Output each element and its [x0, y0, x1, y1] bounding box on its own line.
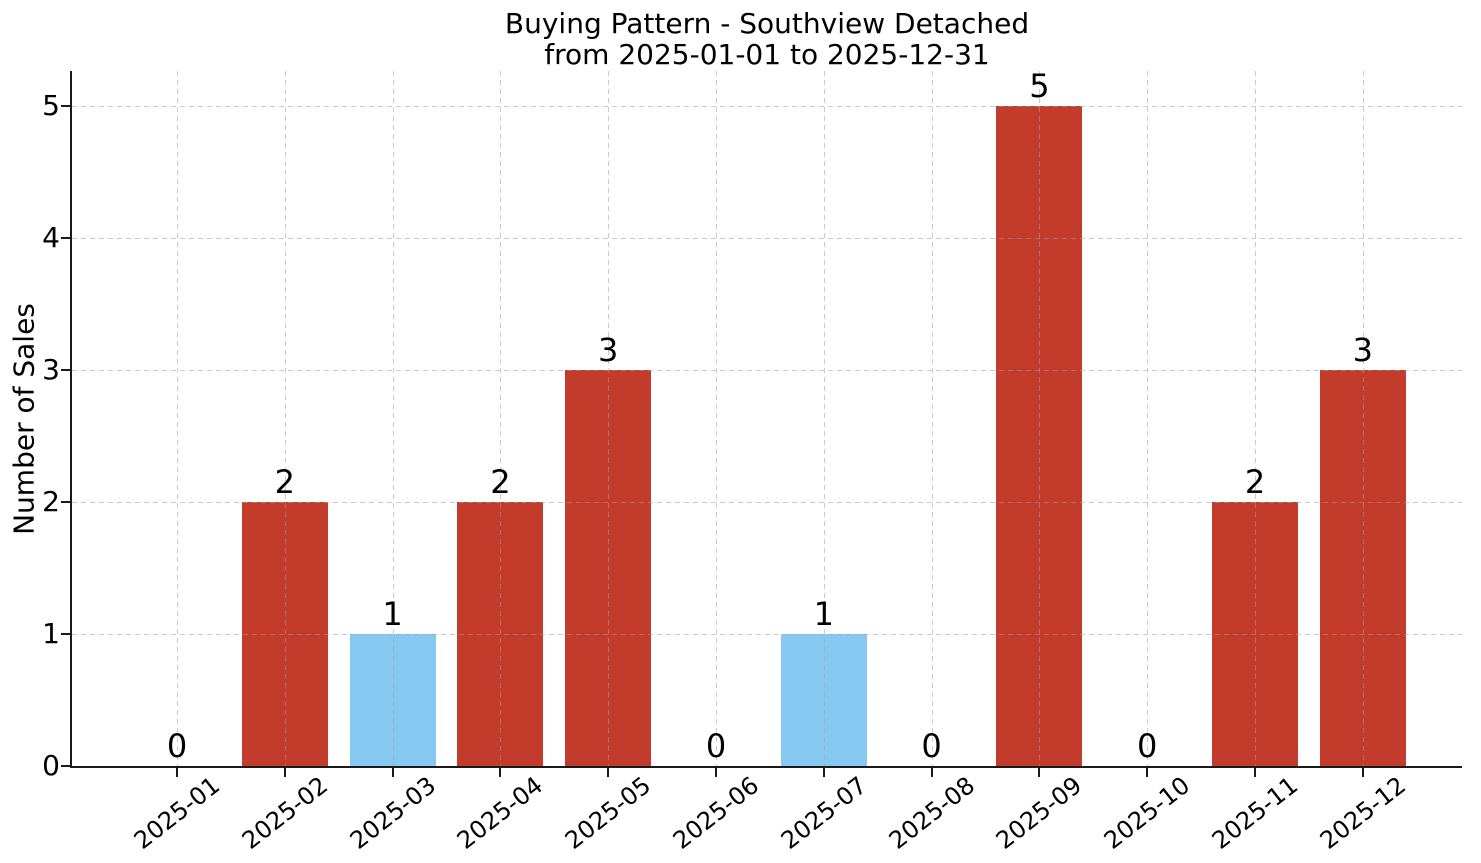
gridline-vertical — [1147, 71, 1149, 766]
y-tick — [61, 765, 70, 767]
bar-value-label: 0 — [1137, 727, 1158, 765]
bar-value-label: 3 — [1352, 331, 1373, 369]
gridline-horizontal — [72, 106, 1462, 107]
gridline-vertical — [284, 71, 286, 766]
x-tick-label: 2025-03 — [344, 771, 441, 855]
y-tick — [61, 237, 70, 239]
gridline-vertical — [392, 71, 394, 766]
y-tick — [61, 105, 70, 107]
x-tick-label: 2025-10 — [1099, 771, 1196, 855]
gridline-horizontal — [72, 370, 1462, 371]
x-tick-label: 2025-06 — [667, 771, 765, 855]
gridline-vertical — [500, 71, 502, 766]
x-axis-spine — [70, 766, 1462, 768]
gridline-vertical — [608, 71, 610, 766]
gridline-horizontal — [72, 634, 1462, 635]
x-tick — [715, 768, 717, 777]
x-tick — [283, 768, 286, 777]
x-tick-label: 2025-09 — [991, 771, 1088, 855]
x-tick — [391, 768, 394, 777]
y-tick-label: 2 — [42, 485, 60, 518]
chart-title: Buying Pattern - Southview Detached from… — [367, 8, 1167, 70]
y-tick-label: 4 — [42, 221, 60, 254]
x-tick — [822, 768, 825, 777]
bar-value-label: 2 — [1244, 463, 1266, 501]
y-tick — [61, 633, 70, 635]
x-tick-label: 2025-02 — [236, 771, 333, 855]
x-tick — [499, 768, 502, 777]
x-tick-label: 2025-04 — [452, 771, 549, 855]
x-tick-label: 2025-12 — [1314, 771, 1411, 855]
bar-value-label: 0 — [921, 727, 942, 765]
gridline-vertical — [823, 71, 825, 766]
bar-value-label: 0 — [705, 727, 727, 765]
bar-value-label: 5 — [1029, 67, 1050, 105]
y-tick-label: 5 — [42, 89, 60, 122]
bar-value-label: 2 — [274, 463, 295, 501]
x-tick — [176, 768, 178, 777]
bar-value-label: 3 — [598, 331, 619, 369]
bar-value-label: 0 — [166, 727, 188, 765]
y-tick — [61, 369, 70, 371]
x-tick — [1038, 768, 1041, 777]
gridline-vertical — [716, 71, 717, 766]
gridline-vertical — [1039, 71, 1041, 766]
x-tick — [1254, 768, 1256, 777]
y-axis-spine — [70, 71, 72, 768]
chart-title-line2: from 2025-01-01 to 2025-12-31 — [544, 38, 990, 71]
x-tick — [1361, 768, 1364, 777]
x-tick — [930, 768, 933, 777]
y-tick-label: 3 — [42, 353, 60, 386]
gridline-vertical — [931, 71, 933, 766]
bar-value-label: 1 — [382, 595, 403, 633]
x-tick-label: 2025-01 — [128, 771, 226, 855]
x-tick-label: 2025-05 — [560, 771, 657, 855]
gridline-vertical — [177, 71, 178, 766]
x-tick — [1146, 768, 1149, 777]
x-tick-label: 2025-07 — [775, 771, 872, 855]
y-tick — [61, 501, 70, 503]
bar-value-label: 2 — [490, 463, 511, 501]
y-tick-label: 1 — [42, 617, 60, 650]
x-tick — [607, 768, 610, 777]
gridline-vertical — [1362, 71, 1364, 766]
gridline-horizontal — [72, 502, 1462, 503]
bar-value-label: 1 — [813, 595, 834, 633]
gridline-vertical — [1255, 71, 1256, 766]
gridline-horizontal — [72, 238, 1462, 239]
x-tick-label: 2025-08 — [883, 771, 980, 855]
y-tick-label: 0 — [42, 749, 60, 782]
x-tick-label: 2025-11 — [1206, 771, 1304, 855]
chart-title-line1: Buying Pattern - Southview Detached — [504, 7, 1030, 40]
